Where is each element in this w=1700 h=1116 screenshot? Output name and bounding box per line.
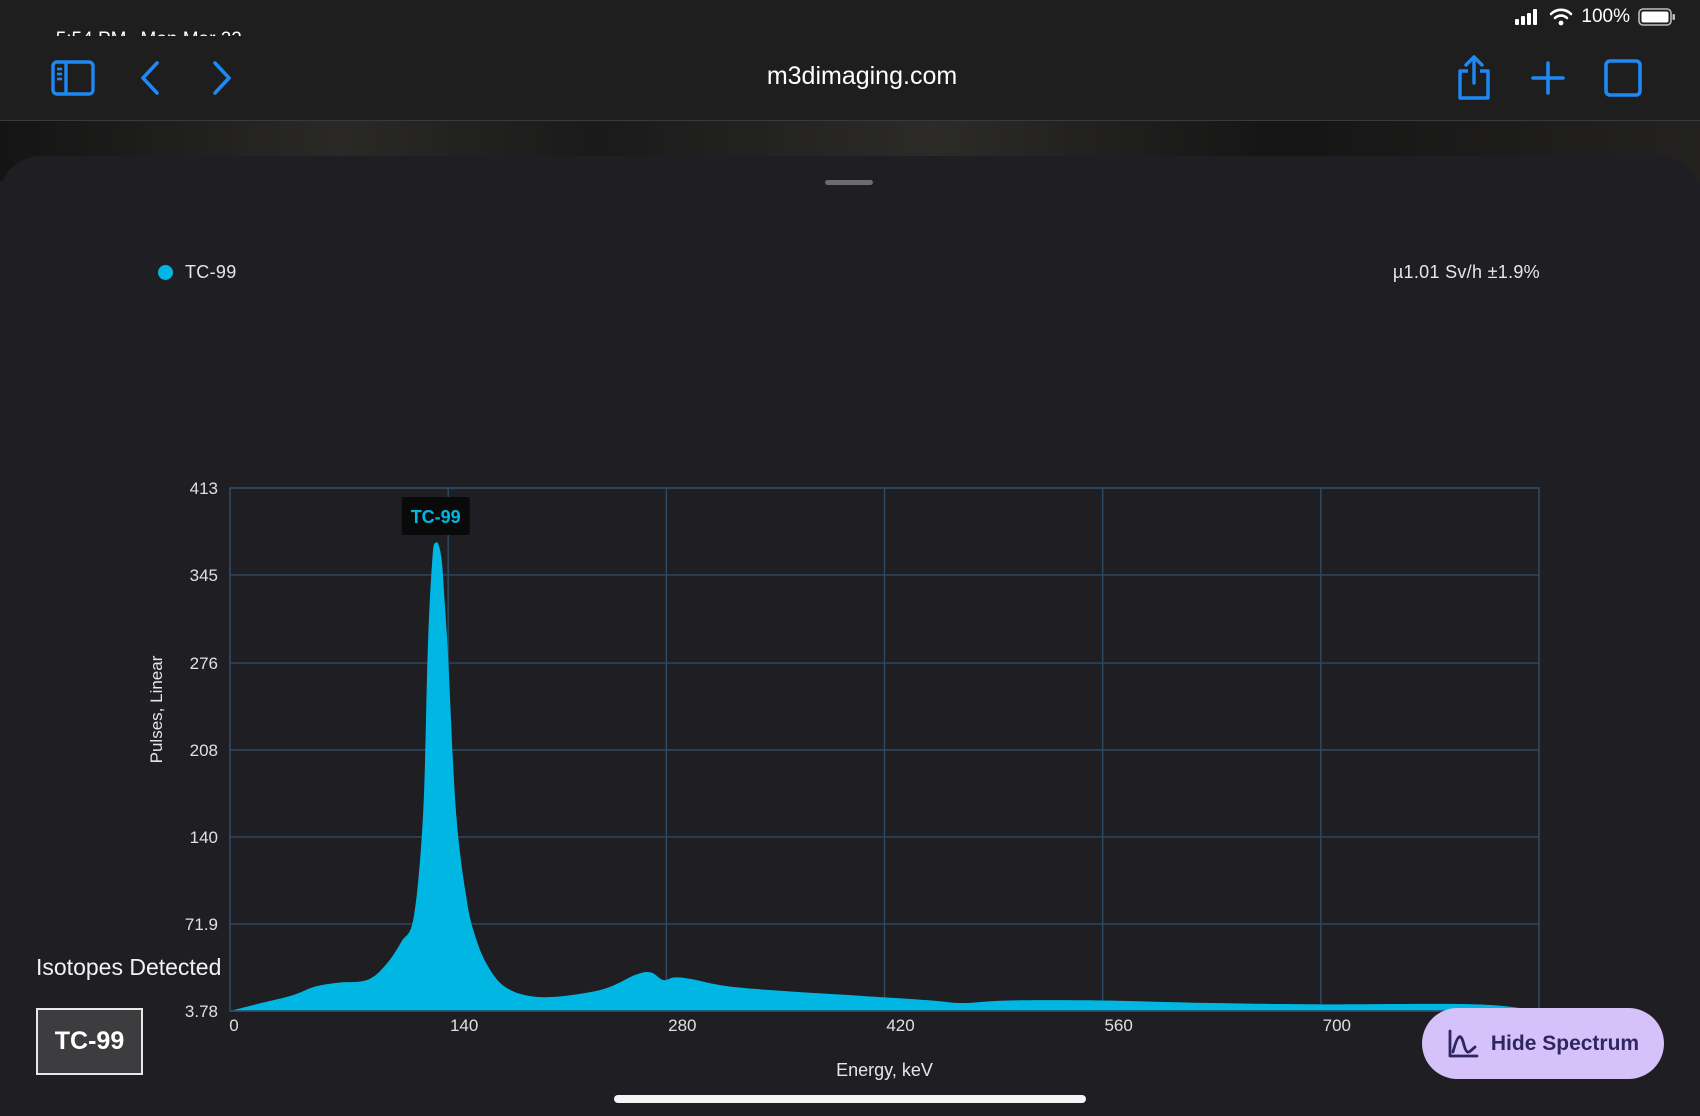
tabs-icon (1604, 59, 1642, 97)
spectrum-chart: 413 345 276 208 140 71.9 3.78 0 140 280 420 560 700… (147, 479, 1540, 1080)
spectrum-sheet: TC-99 µ1.01 Sv/h ±1.9% 413 345 276 208 140 71… (0, 156, 1700, 1116)
wifi-icon (1550, 8, 1573, 26)
isotope-chip[interactable]: TC-99 (36, 1008, 143, 1075)
status-right: 100% (1515, 6, 1676, 28)
x-tick-labels: 0 140 280 420 560 700 (229, 1016, 1351, 1035)
dose-rate: µ1.01 Sv/h ±1.9% (1392, 262, 1540, 282)
tabs-button[interactable] (1599, 56, 1647, 100)
y-tick-labels: 413 345 276 208 140 71.9 3.78 (185, 479, 218, 1021)
y-tick-label: 345 (190, 566, 218, 585)
status-bar: 5:54 PMMon Mar 22 100% (0, 0, 1700, 50)
hide-spectrum-button[interactable]: Hide Spectrum (1422, 1008, 1664, 1079)
new-tab-icon (1531, 61, 1565, 95)
x-tick-label: 420 (886, 1016, 914, 1035)
peak-label-background (401, 496, 470, 535)
y-tick-label: 3.78 (185, 1002, 218, 1021)
chart-line-icon (1448, 1029, 1479, 1057)
peak-label: TC-99 (411, 507, 461, 527)
y-tick-label: 140 (190, 828, 218, 847)
isotopes-title: Isotopes Detected (36, 954, 222, 980)
new-tab-button[interactable] (1524, 56, 1572, 100)
y-tick-label: 276 (190, 654, 218, 673)
sidebar-icon (51, 60, 95, 96)
address-bar-url[interactable]: m3dimaging.com (766, 62, 958, 90)
x-tick-label: 140 (450, 1016, 478, 1035)
peak-annotation: TC-99 (401, 496, 470, 535)
x-axis-label: Energy, keV (836, 1060, 933, 1080)
back-button[interactable] (126, 56, 174, 100)
browser-toolbar: m3dimaging.com (0, 36, 1700, 121)
back-icon (141, 61, 159, 95)
x-tick-label: 700 (1323, 1016, 1351, 1035)
sheet-grabber[interactable] (825, 180, 873, 185)
share-icon (1458, 55, 1490, 100)
legend-label: TC-99 (185, 262, 237, 282)
plot-border (229, 487, 1540, 1012)
y-tick-label: 71.9 (185, 915, 218, 934)
signal-icon (1515, 9, 1538, 25)
chart-legend: TC-99 (158, 262, 237, 283)
x-tick-label: 0 (229, 1016, 238, 1035)
y-tick-label: 413 (190, 479, 218, 498)
hide-spectrum-label: Hide Spectrum (1490, 1031, 1640, 1055)
sidebar-button[interactable] (49, 56, 97, 100)
y-tick-label: 208 (190, 741, 218, 760)
forward-icon (213, 61, 231, 95)
y-axis-label: Pulses, Linear (147, 655, 166, 763)
x-tick-label: 560 (1104, 1016, 1132, 1035)
forward-button[interactable] (198, 56, 246, 100)
chart-frame (229, 487, 1540, 1012)
x-tick-label: 280 (668, 1016, 696, 1035)
home-indicator[interactable] (614, 1095, 1086, 1103)
legend-dot (158, 265, 173, 280)
share-button[interactable] (1450, 55, 1498, 100)
battery-icon (1638, 8, 1675, 26)
battery-percent: 100% (1581, 6, 1630, 27)
